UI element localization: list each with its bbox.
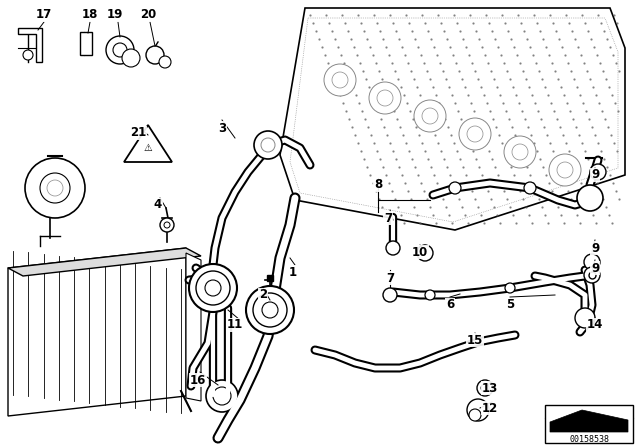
Circle shape	[590, 164, 606, 180]
Text: 17: 17	[36, 9, 52, 22]
Circle shape	[577, 185, 603, 211]
Polygon shape	[186, 253, 201, 401]
Circle shape	[414, 100, 446, 132]
Circle shape	[557, 162, 573, 178]
Circle shape	[512, 144, 528, 160]
Text: 15: 15	[467, 333, 483, 346]
Circle shape	[584, 267, 600, 283]
Circle shape	[261, 138, 275, 152]
Circle shape	[369, 82, 401, 114]
Circle shape	[253, 293, 287, 327]
Text: 9: 9	[591, 168, 599, 181]
Text: 9: 9	[591, 241, 599, 254]
Circle shape	[481, 384, 489, 392]
Circle shape	[40, 173, 70, 203]
Circle shape	[254, 131, 282, 159]
Circle shape	[459, 118, 491, 150]
Circle shape	[106, 36, 134, 64]
Circle shape	[524, 182, 536, 194]
Circle shape	[164, 222, 170, 228]
Polygon shape	[8, 248, 186, 416]
Text: 4: 4	[154, 198, 162, 211]
Text: 11: 11	[227, 319, 243, 332]
Text: 6: 6	[446, 298, 454, 311]
Text: 20: 20	[140, 9, 156, 22]
Text: 9: 9	[591, 262, 599, 275]
Text: 10: 10	[412, 246, 428, 258]
Circle shape	[189, 264, 237, 312]
Circle shape	[477, 380, 493, 396]
Circle shape	[122, 49, 140, 67]
Bar	[545, 405, 633, 443]
Polygon shape	[80, 32, 92, 55]
Text: 21: 21	[130, 126, 146, 139]
Circle shape	[213, 387, 231, 405]
Circle shape	[549, 154, 581, 186]
Circle shape	[575, 308, 595, 328]
Circle shape	[469, 409, 481, 421]
Circle shape	[584, 254, 600, 270]
Circle shape	[386, 241, 400, 255]
Text: 8: 8	[374, 178, 382, 191]
Circle shape	[246, 286, 294, 334]
Polygon shape	[280, 8, 625, 230]
Circle shape	[47, 180, 63, 196]
Circle shape	[205, 280, 221, 296]
Circle shape	[324, 64, 356, 96]
Text: 12: 12	[482, 401, 498, 414]
Text: 16: 16	[190, 374, 206, 387]
Circle shape	[196, 271, 230, 305]
Circle shape	[383, 288, 397, 302]
Polygon shape	[550, 410, 628, 432]
Polygon shape	[124, 125, 172, 162]
Circle shape	[377, 90, 393, 106]
Circle shape	[113, 43, 127, 57]
Text: ⚠: ⚠	[143, 143, 152, 153]
Circle shape	[146, 46, 164, 64]
Circle shape	[425, 290, 435, 300]
Circle shape	[206, 380, 238, 412]
Circle shape	[505, 283, 515, 293]
Text: 14: 14	[587, 319, 603, 332]
Polygon shape	[18, 28, 42, 62]
Text: 00158538: 00158538	[569, 435, 609, 444]
Circle shape	[332, 72, 348, 88]
Circle shape	[504, 136, 536, 168]
Text: 19: 19	[107, 9, 123, 22]
Text: 13: 13	[482, 382, 498, 395]
Text: 7: 7	[384, 211, 392, 224]
Circle shape	[467, 126, 483, 142]
Text: 5: 5	[506, 298, 514, 311]
Circle shape	[160, 218, 174, 232]
Circle shape	[449, 182, 461, 194]
Circle shape	[262, 302, 278, 318]
Circle shape	[467, 399, 489, 421]
Text: 2: 2	[259, 289, 267, 302]
Circle shape	[417, 245, 433, 261]
Text: 3: 3	[218, 121, 226, 134]
Text: 7: 7	[386, 271, 394, 284]
Text: 18: 18	[82, 9, 98, 22]
Circle shape	[25, 158, 85, 218]
Circle shape	[23, 50, 33, 60]
Circle shape	[422, 108, 438, 124]
Polygon shape	[8, 248, 201, 276]
Circle shape	[159, 56, 171, 68]
Text: 1: 1	[289, 266, 297, 279]
